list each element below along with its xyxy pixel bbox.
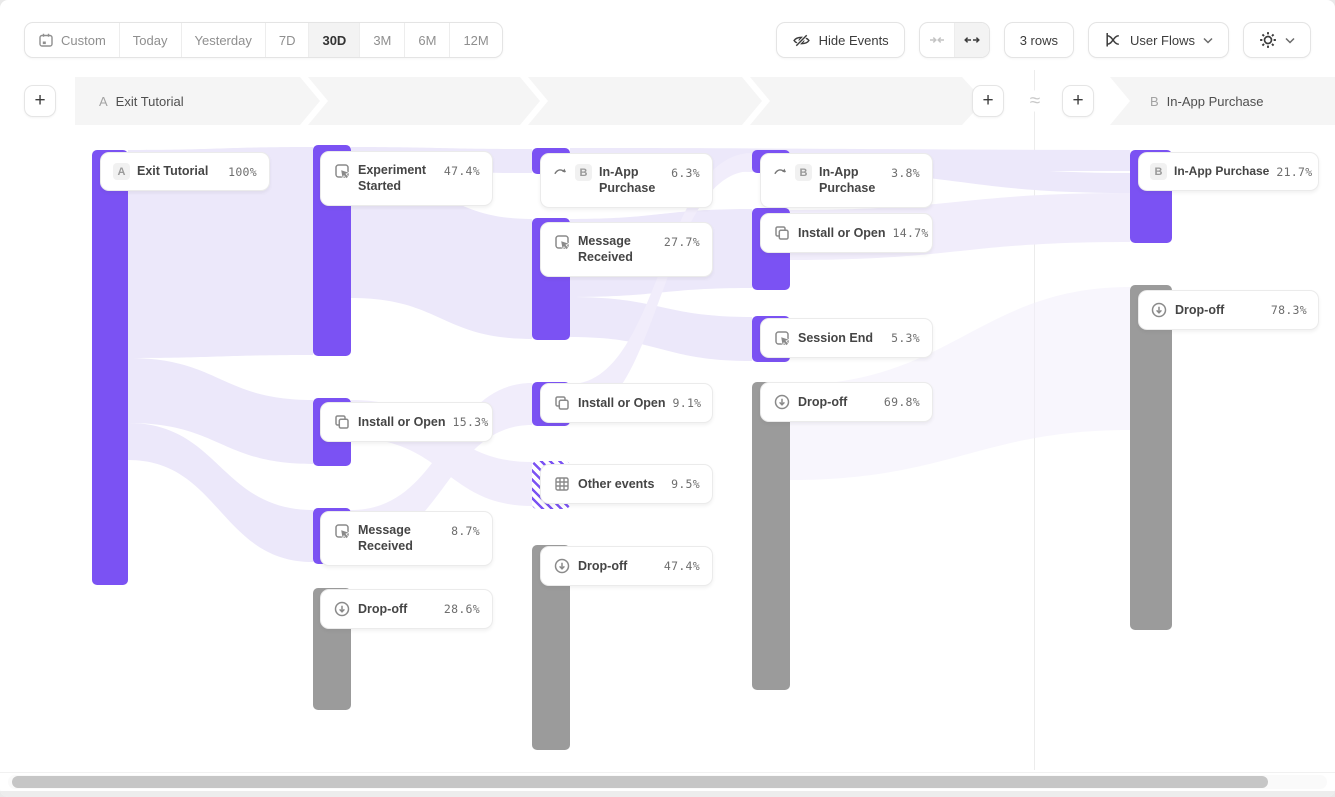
chevron-down-icon (1285, 37, 1295, 44)
rows-label: 3 rows (1019, 32, 1058, 48)
node-card-in-app-purchase-b[interactable]: B In-App Purchase 21.7% (1138, 152, 1319, 191)
canvas-bottom-border (0, 772, 1335, 773)
node-card-install-or-open[interactable]: Install or Open 9.1% (540, 383, 713, 423)
flow-b-badge: B (795, 164, 812, 181)
copy-squares-icon (335, 415, 349, 429)
node-card-other-events[interactable]: Other events 9.5% (540, 464, 713, 504)
collapse-expand-control (918, 22, 990, 58)
event-icon (775, 331, 791, 347)
step-banner (75, 77, 1335, 125)
node-card-install-or-open[interactable]: Install or Open 14.7% (760, 213, 933, 253)
node-card-drop-off[interactable]: Drop-off 47.4% (540, 546, 713, 586)
toolbar-right: Hide Events 3 rows (775, 22, 1311, 58)
drop-off-icon (774, 394, 790, 410)
node-card-drop-off-b[interactable]: Drop-off 78.3% (1138, 290, 1319, 330)
add-step-before-button[interactable]: + (24, 85, 56, 117)
event-icon (335, 524, 351, 540)
eye-off-icon (792, 33, 810, 47)
flows-connector-symbol: ≈ (1027, 90, 1043, 112)
hide-events-button[interactable]: Hide Events (775, 22, 905, 58)
expand-arrows-icon (963, 37, 980, 43)
hide-events-label: Hide Events (818, 32, 889, 48)
node-card-drop-off[interactable]: Drop-off 28.6% (320, 589, 493, 629)
expand-columns-button[interactable] (953, 23, 989, 57)
flow-bar-drop-off[interactable] (752, 382, 790, 690)
event-icon (555, 235, 571, 251)
grid-icon (555, 477, 569, 491)
flow-b-badge: B (1150, 163, 1167, 180)
flow-bar-drop-off-b[interactable] (1130, 285, 1172, 630)
date-range-3m[interactable]: 3M (359, 23, 404, 57)
view-selector-button[interactable]: User Flows (1087, 22, 1229, 58)
flow-b-banner-label[interactable]: B In-App Purchase (1150, 77, 1264, 125)
chevron-down-icon (1203, 37, 1213, 44)
date-range-7d[interactable]: 7D (264, 23, 309, 57)
horizontal-scrollbar-track[interactable] (8, 775, 1327, 789)
flow-a-badge: A (99, 93, 108, 109)
event-icon (335, 164, 351, 180)
drop-off-icon (1151, 302, 1167, 318)
flow-a-badge: A (113, 163, 130, 180)
copy-squares-icon (775, 226, 789, 240)
window-bottom-edge (0, 791, 1335, 797)
rows-button[interactable]: 3 rows (1003, 22, 1074, 58)
add-step-after-button[interactable]: + (972, 85, 1004, 117)
flow-bar-exit-tutorial[interactable] (92, 150, 128, 585)
node-card-exit-tutorial[interactable]: A Exit Tutorial 100% (100, 152, 270, 191)
date-range-30d[interactable]: 30D (308, 23, 360, 57)
node-card-experiment-started[interactable]: Experiment Started 47.4% (320, 151, 493, 206)
jump-arrow-icon (774, 168, 787, 175)
date-range-custom-label: Custom (61, 32, 106, 48)
copy-squares-icon (555, 396, 569, 410)
date-range-today[interactable]: Today (118, 23, 181, 57)
node-card-session-end[interactable]: Session End 5.3% (760, 318, 933, 358)
date-range-yesterday[interactable]: Yesterday (180, 23, 265, 57)
flow-b-badge: B (575, 164, 592, 181)
date-range-6m[interactable]: 6M (404, 23, 449, 57)
calendar-icon (39, 33, 53, 47)
date-range-12m[interactable]: 12M (449, 23, 501, 57)
node-card-in-app-purchase[interactable]: B In-App Purchase 6.3% (540, 153, 713, 208)
view-selector-label: User Flows (1129, 32, 1195, 48)
node-card-install-or-open[interactable]: Install or Open 15.3% (320, 402, 493, 442)
flow-a-banner-label[interactable]: A Exit Tutorial (99, 77, 184, 125)
add-step-flow-b-button[interactable]: + (1062, 85, 1094, 117)
drop-off-icon (334, 601, 350, 617)
collapse-columns-button[interactable] (920, 23, 954, 57)
gear-icon (1260, 32, 1276, 48)
user-flows-icon (1106, 33, 1119, 47)
collapse-arrows-icon (929, 37, 944, 43)
node-card-in-app-purchase[interactable]: B In-App Purchase 3.8% (760, 153, 933, 208)
flow-b-title: In-App Purchase (1166, 93, 1264, 109)
jump-arrow-icon (554, 168, 567, 175)
node-card-drop-off[interactable]: Drop-off 69.8% (760, 382, 933, 422)
flow-a-title: Exit Tutorial (115, 93, 184, 109)
settings-button[interactable] (1243, 22, 1311, 58)
horizontal-scrollbar-thumb[interactable] (12, 776, 1268, 788)
drop-off-icon (554, 558, 570, 574)
date-range-custom[interactable]: Custom (25, 23, 119, 57)
toolbar: Custom Today Yesterday 7D 30D 3M 6M 12M … (24, 22, 1311, 58)
flow-b-badge: B (1150, 93, 1159, 109)
date-range-control: Custom Today Yesterday 7D 30D 3M 6M 12M (24, 22, 503, 58)
node-card-message-received[interactable]: Message Received 8.7% (320, 511, 493, 566)
node-card-message-received[interactable]: Message Received 27.7% (540, 222, 713, 277)
